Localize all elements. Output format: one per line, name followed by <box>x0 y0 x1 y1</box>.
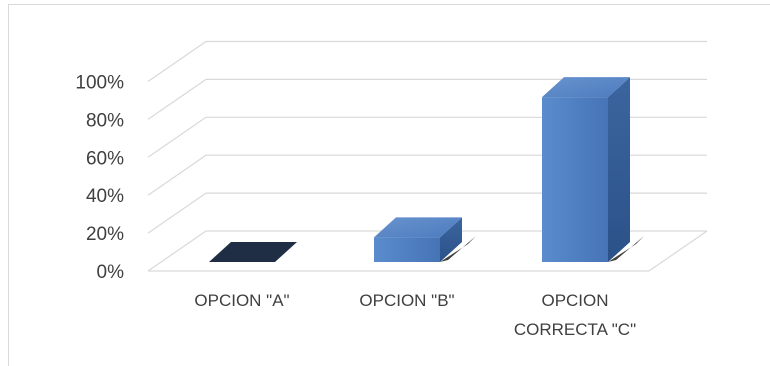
gridlines <box>147 40 708 272</box>
bar-side <box>608 77 630 262</box>
category-label: OPCION "A" <box>194 291 289 310</box>
gridline-floor-right <box>648 230 708 272</box>
y-axis-tick-labels: 0% 20% 40% 60% 80% 100% <box>75 73 124 284</box>
bar-top <box>374 217 462 238</box>
gridline <box>147 154 707 196</box>
y-tick-label: 100% <box>75 73 124 94</box>
gridline <box>147 40 707 82</box>
bar-group <box>209 242 297 262</box>
gridline-floor <box>147 230 707 272</box>
bar-top <box>542 77 630 98</box>
bar-side <box>440 217 462 262</box>
bar-group <box>374 217 476 262</box>
category-label: CORRECTA "C" <box>514 320 636 339</box>
y-tick-label: 60% <box>86 148 124 169</box>
bar <box>374 237 440 262</box>
category-label: OPCION "B" <box>359 291 454 310</box>
bar-zero <box>209 242 297 262</box>
bar-group <box>542 77 644 262</box>
gridline <box>147 192 707 234</box>
category-label: OPCION <box>541 291 608 310</box>
y-tick-label: 80% <box>86 110 124 131</box>
gridline <box>147 116 707 158</box>
y-tick-label: 0% <box>97 262 125 283</box>
y-tick-label: 20% <box>86 224 124 245</box>
x-axis-category-labels: OPCION "A" OPCION "B" OPCION CORRECTA "C" <box>194 291 636 339</box>
bars <box>209 77 644 262</box>
gridline <box>147 78 707 120</box>
bar <box>542 97 608 262</box>
y-tick-label: 40% <box>86 186 124 207</box>
